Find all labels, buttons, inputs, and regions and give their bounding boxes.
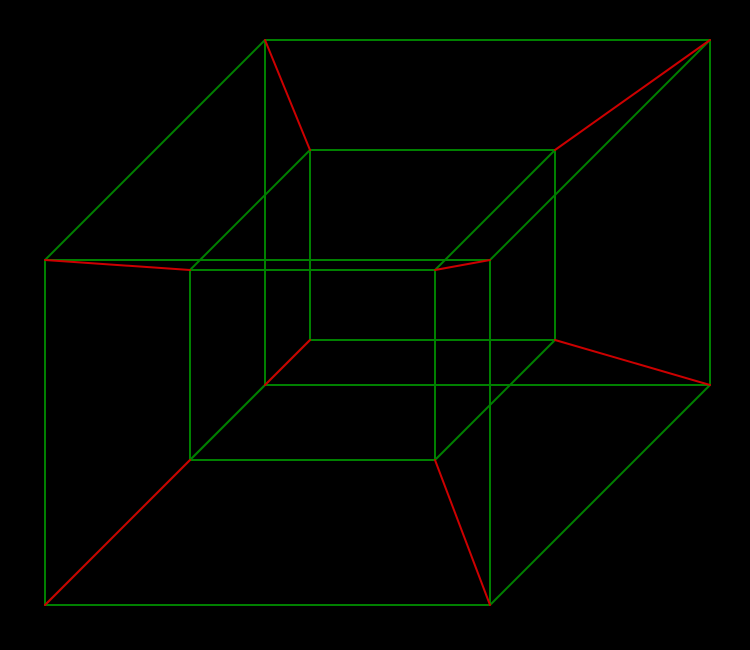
background [0,0,750,650]
tesseract-diagram [0,0,750,650]
